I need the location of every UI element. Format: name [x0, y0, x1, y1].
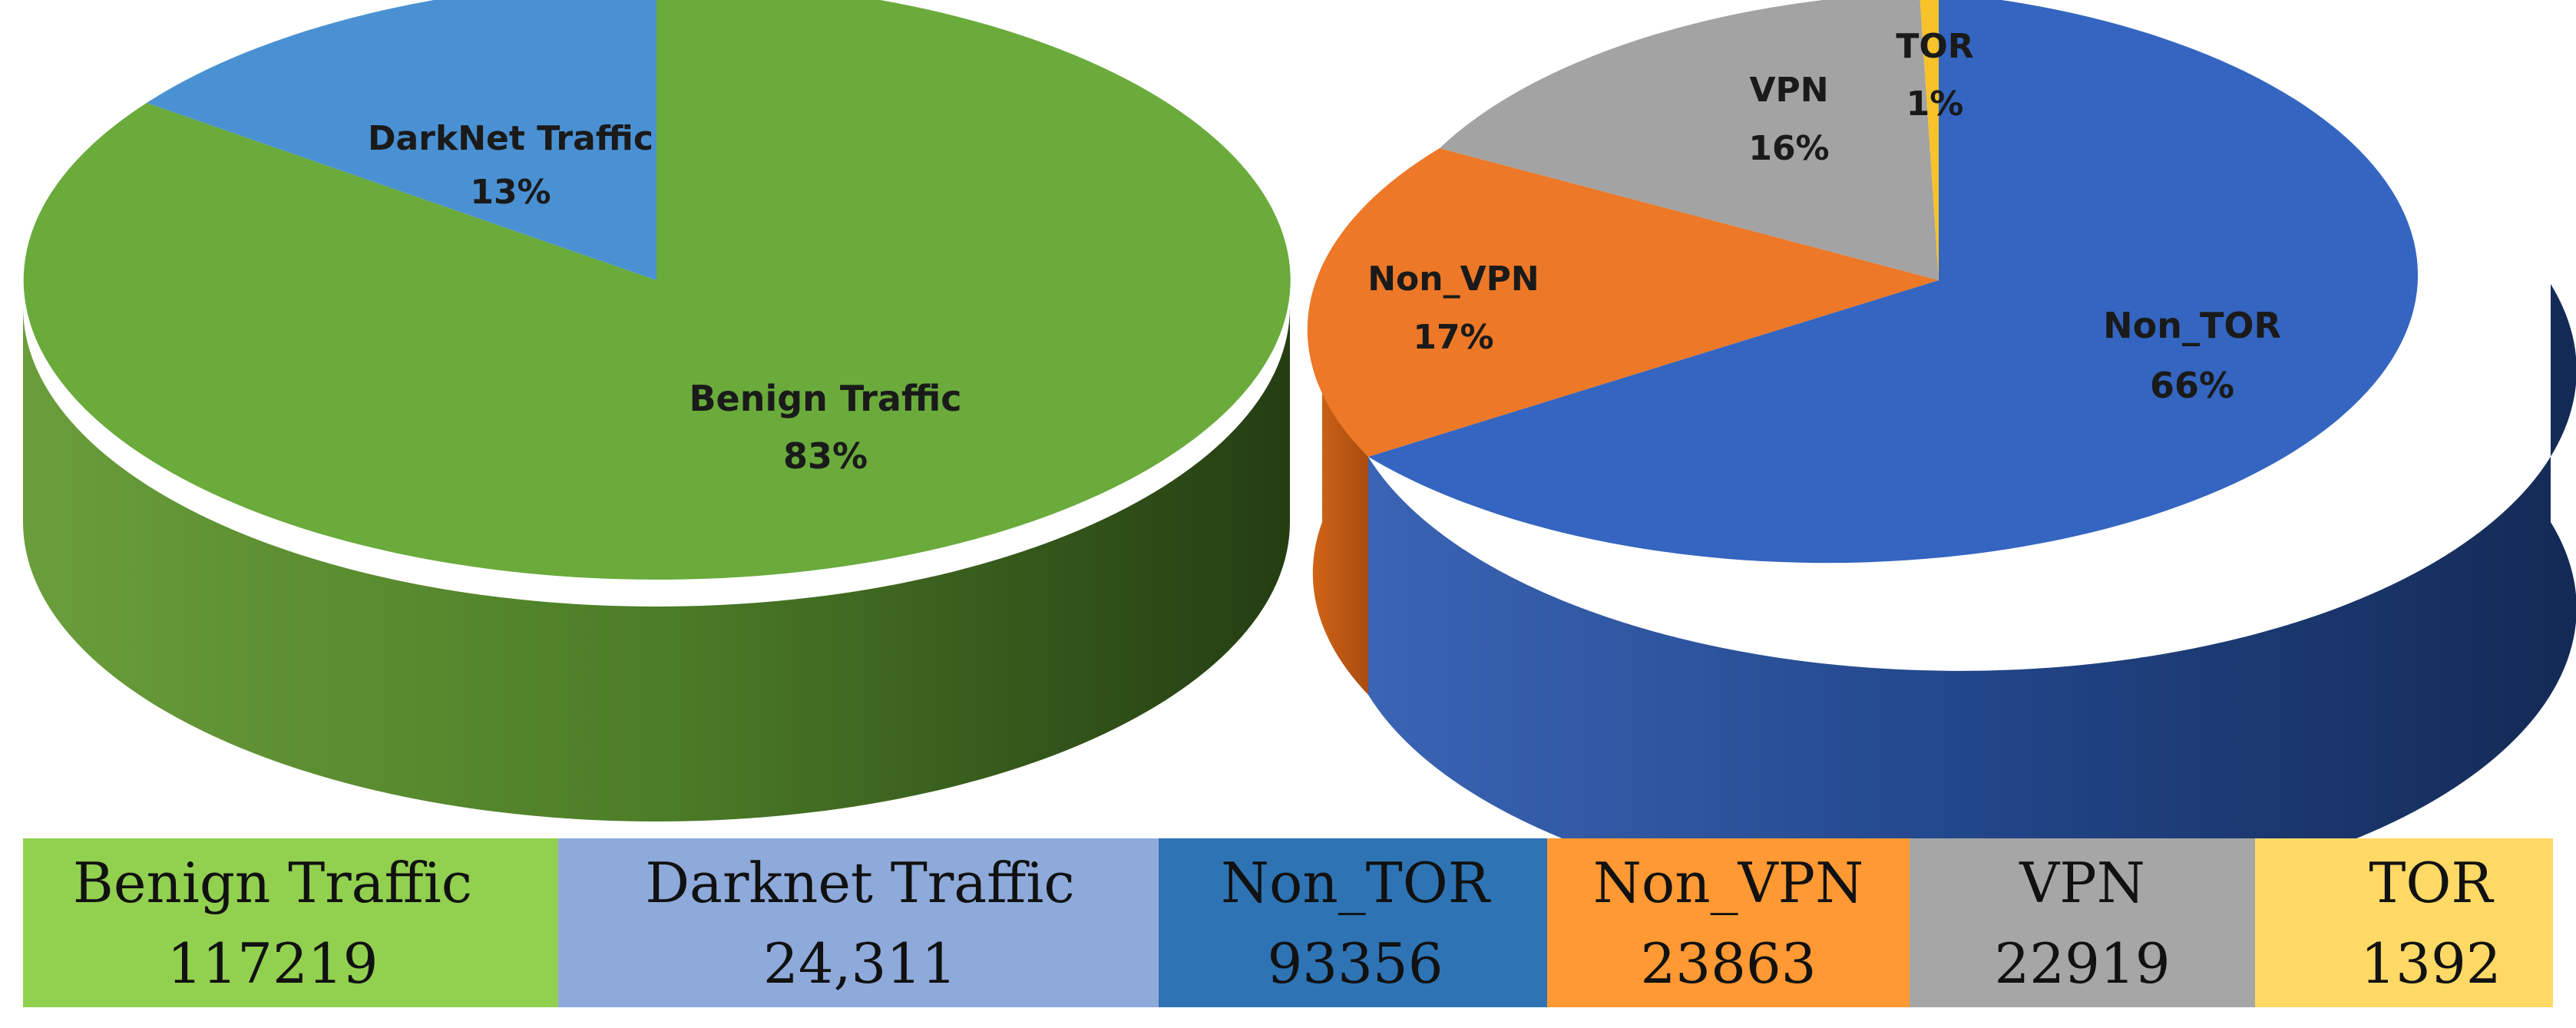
pie-percent-non-vpn: 17%	[1413, 318, 1493, 357]
traffic-count-table: Benign Traffic 117219 Darknet Traffic 24…	[23, 838, 2553, 1007]
table-cell-darknet	[558, 838, 1159, 1007]
table-cell-non-tor	[1159, 838, 1547, 1007]
pie-percent-vpn: 16%	[1748, 129, 1829, 168]
pie-label-vpn: VPN	[1749, 71, 1828, 110]
pie-side-wall	[23, 307, 1290, 821]
pie-percent-tor: 1%	[1906, 84, 1964, 124]
table-label-benign: Benign Traffic	[73, 851, 472, 915]
pie-chart-traffic-category: Non_TOR 66% Non_VPN 17% VPN 16% TOR 1%	[1307, 0, 2576, 909]
pie-slice-non-vpn	[1307, 148, 1939, 457]
table-value-non-tor: 93356	[1267, 931, 1443, 996]
table-cell-benign	[23, 838, 558, 1007]
pie-label-benign: Benign Traffic	[689, 378, 961, 419]
table-label-tor: TOR	[2369, 851, 2494, 915]
pie-percent-benign: 83%	[783, 435, 868, 477]
pie-slice-tor	[1920, 0, 1939, 280]
pie-label-non-tor: Non_TOR	[2103, 305, 2281, 346]
table-cell-non-vpn	[1547, 838, 1910, 1007]
pie-slice-non-tor	[1368, 0, 2419, 564]
table-label-non-tor: Non_TOR	[1221, 851, 1491, 915]
table-label-darknet: Darknet Traffic	[645, 851, 1074, 915]
pie-slice-vpn	[1440, 0, 1939, 280]
pie-label-non-vpn: Non_VPN	[1367, 259, 1539, 299]
pie-slice-darknet	[147, 0, 656, 280]
table-value-vpn: 22919	[1994, 931, 2170, 996]
pie-chart-traffic-type: Benign Traffic 83% DarkNet Traffic 13%	[23, 0, 1291, 821]
table-cell-tor	[2255, 838, 2553, 1007]
pie-label-tor: TOR	[1896, 27, 1973, 66]
pie-percent-darknet: 13%	[470, 173, 551, 212]
table-value-benign: 117219	[167, 931, 379, 996]
table-value-darknet: 24,311	[763, 931, 957, 996]
table-label-non-vpn: Non_VPN	[1593, 851, 1863, 915]
pie-label-darknet: DarkNet Traffic	[368, 119, 653, 158]
table-label-vpn: VPN	[2019, 851, 2144, 915]
table-value-non-vpn: 23863	[1640, 931, 1816, 996]
table-value-tor: 1392	[2360, 931, 2501, 996]
pie-percent-non-tor: 66%	[2150, 365, 2234, 406]
pie-side-wall-blue	[1368, 284, 2576, 909]
table-cell-vpn	[1910, 838, 2255, 1007]
pie-slice-benign	[23, 0, 1291, 580]
pie-side-wall-orange	[1312, 284, 1368, 695]
